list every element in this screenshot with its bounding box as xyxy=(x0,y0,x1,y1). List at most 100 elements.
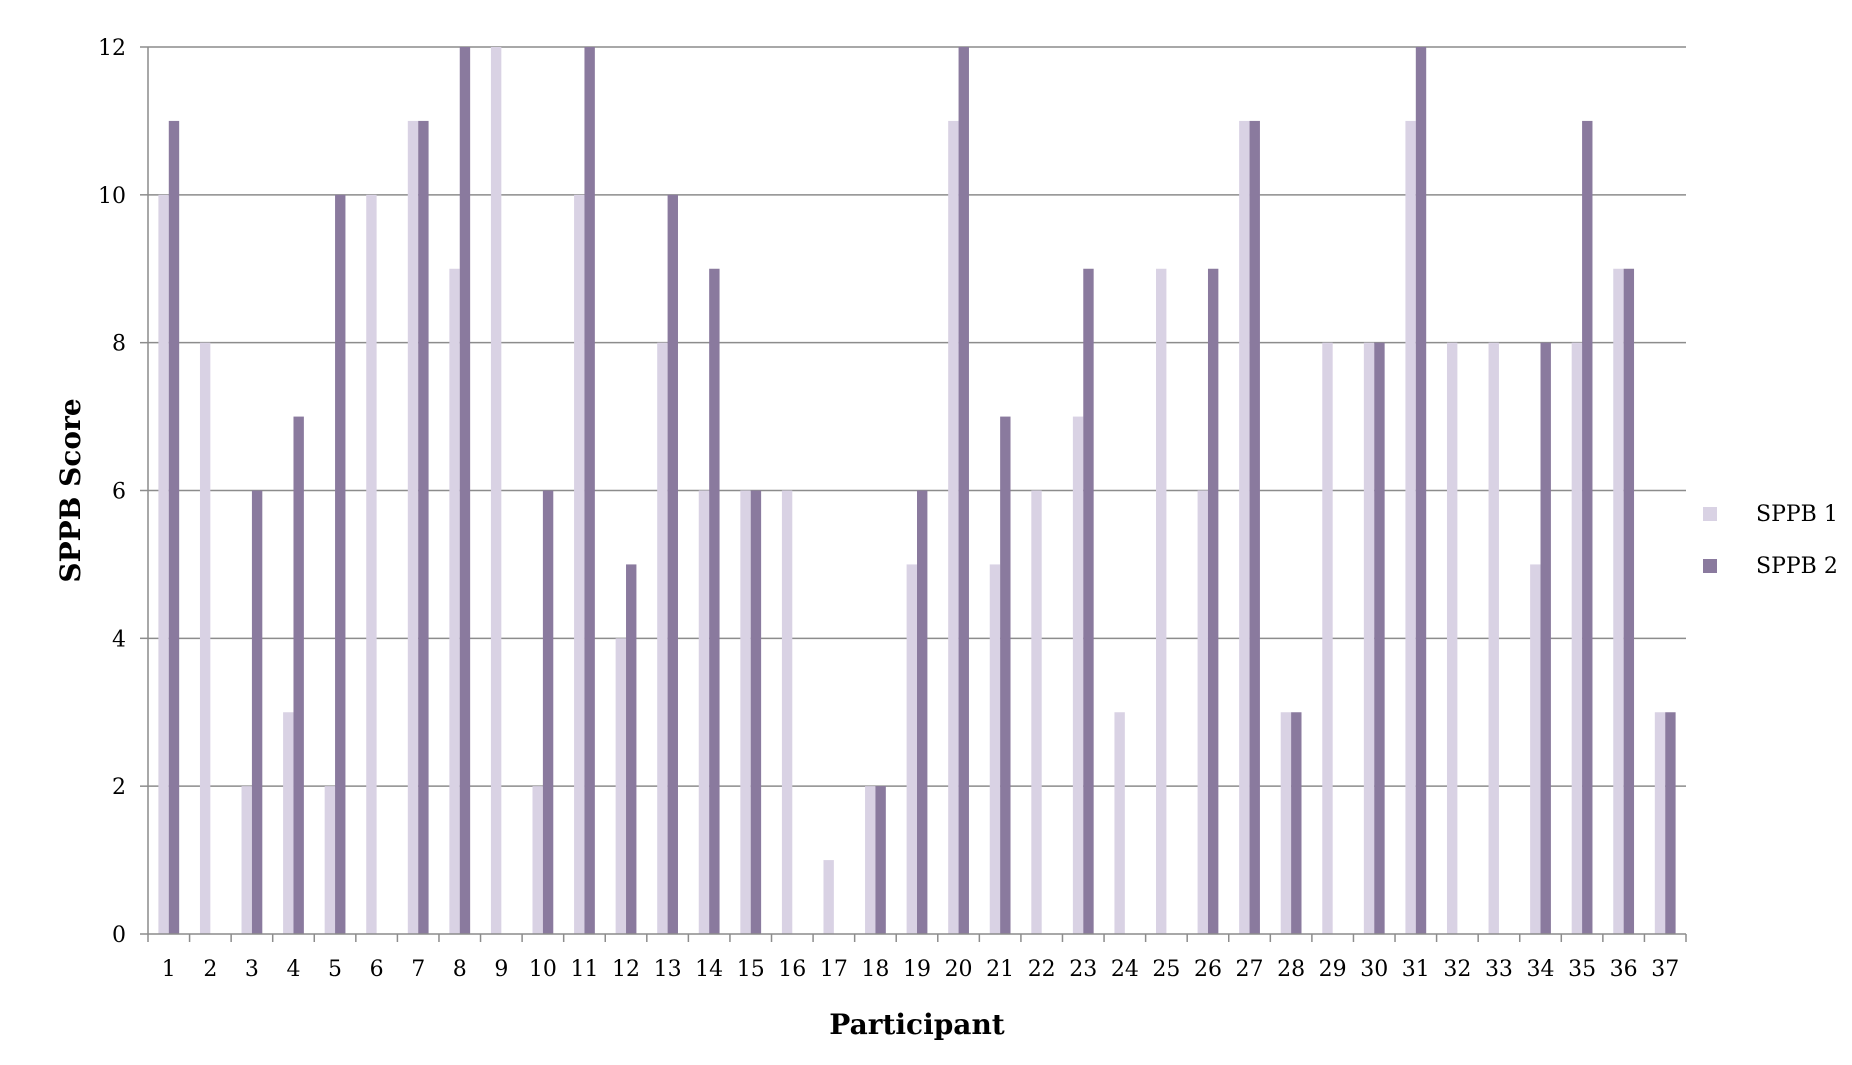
bar-1-20 xyxy=(948,120,959,934)
legend-label-2: SPPB 2 xyxy=(1756,554,1838,579)
x-tick-label-5: 5 xyxy=(328,957,342,982)
bar-1-34 xyxy=(1530,564,1541,934)
bar-1-21 xyxy=(989,564,1001,934)
bar-2-3 xyxy=(251,490,263,934)
legend-swatch-1 xyxy=(1703,507,1717,521)
x-tick-label-37: 37 xyxy=(1651,957,1679,982)
x-tick-label-35: 35 xyxy=(1568,957,1596,982)
x-tick-label-7: 7 xyxy=(411,957,425,982)
bar-2-27 xyxy=(1249,120,1260,934)
x-tick-label-15: 15 xyxy=(737,957,765,982)
x-tick-label-17: 17 xyxy=(820,957,848,982)
bar-2-23 xyxy=(1083,268,1094,934)
x-tick-label-23: 23 xyxy=(1069,957,1097,982)
x-tick-label-27: 27 xyxy=(1236,957,1264,982)
x-tick-label-3: 3 xyxy=(245,957,259,982)
y-tick-label-4: 4 xyxy=(112,627,126,652)
x-tick-label-31: 31 xyxy=(1402,957,1430,982)
bar-1-9 xyxy=(490,47,502,934)
y-tick-label-0: 0 xyxy=(112,923,126,948)
bar-1-18 xyxy=(865,786,876,934)
bar-2-31 xyxy=(1415,47,1427,934)
bar-1-17 xyxy=(823,860,834,934)
bar-2-21 xyxy=(1000,416,1011,934)
bar-1-15 xyxy=(740,490,751,934)
bar-2-28 xyxy=(1291,712,1302,934)
bar-1-14 xyxy=(698,490,710,934)
bar-2-7 xyxy=(418,120,429,934)
x-tick-labels: 1 2 3 4 5 6 7 8 9 10 11 12 13 14 15 16 17 18 19 20 21 22 23 24 2… xyxy=(162,957,1679,982)
bar-2-26 xyxy=(1207,268,1219,934)
bar-1-5 xyxy=(324,786,336,934)
bar-1-11 xyxy=(574,194,585,935)
bar-2-5 xyxy=(335,194,346,935)
y-tick-label-12: 12 xyxy=(98,36,126,61)
axes xyxy=(140,46,1687,942)
bar-2-18 xyxy=(875,786,886,934)
x-tick-label-19: 19 xyxy=(903,957,931,982)
x-tick-label-12: 12 xyxy=(612,957,640,982)
bar-1-3 xyxy=(241,786,252,934)
x-tick-label-24: 24 xyxy=(1111,957,1139,982)
bar-2-15 xyxy=(750,490,762,934)
bar-1-7 xyxy=(407,120,419,934)
bar-1-2 xyxy=(199,342,211,935)
legend: SPPB 1 SPPB 2 xyxy=(1703,502,1838,579)
x-tick-label-20: 20 xyxy=(945,957,973,982)
bar-2-1 xyxy=(168,120,180,934)
x-tick-label-8: 8 xyxy=(453,957,467,982)
y-tick-label-2: 2 xyxy=(112,775,126,800)
bar-2-35 xyxy=(1582,120,1593,934)
bar-2-20 xyxy=(958,47,969,934)
x-axis-title: Participant xyxy=(829,1008,1005,1041)
bar-1-35 xyxy=(1571,342,1583,935)
x-tick-label-2: 2 xyxy=(203,957,217,982)
bar-1-19 xyxy=(906,564,917,934)
bar-2-37 xyxy=(1665,712,1676,934)
x-tick-label-32: 32 xyxy=(1443,957,1471,982)
bar-1-37 xyxy=(1654,712,1666,934)
bars xyxy=(158,47,1676,935)
x-tick-label-28: 28 xyxy=(1277,957,1305,982)
x-tick-label-30: 30 xyxy=(1360,957,1388,982)
bar-1-26 xyxy=(1197,490,1208,934)
bar-1-1 xyxy=(158,194,169,935)
x-tick-label-6: 6 xyxy=(370,957,384,982)
x-tick-label-34: 34 xyxy=(1527,957,1555,982)
legend-label-1: SPPB 1 xyxy=(1756,502,1838,527)
bar-1-28 xyxy=(1280,712,1292,934)
y-axis-title: SPPB Score xyxy=(54,398,87,582)
x-tick-label-21: 21 xyxy=(986,957,1014,982)
x-tick-label-10: 10 xyxy=(529,957,557,982)
bar-1-29 xyxy=(1322,342,1333,935)
x-tick-label-9: 9 xyxy=(494,957,508,982)
y-tick-label-10: 10 xyxy=(98,184,126,209)
x-tick-label-26: 26 xyxy=(1194,957,1222,982)
bar-2-34 xyxy=(1540,342,1551,935)
bar-2-12 xyxy=(626,564,637,934)
x-tick-label-4: 4 xyxy=(286,957,300,982)
bar-2-36 xyxy=(1623,268,1635,934)
x-tick-label-18: 18 xyxy=(861,957,889,982)
bar-1-31 xyxy=(1405,120,1416,934)
bar-1-10 xyxy=(532,786,543,934)
bar-2-11 xyxy=(584,47,595,934)
bar-2-19 xyxy=(917,490,928,934)
bar-1-30 xyxy=(1363,342,1375,935)
bar-1-12 xyxy=(615,638,627,934)
x-tick-label-25: 25 xyxy=(1152,957,1180,982)
x-tick-label-13: 13 xyxy=(654,957,682,982)
bar-1-27 xyxy=(1239,120,1250,934)
x-tick-label-16: 16 xyxy=(778,957,806,982)
bar-1-16 xyxy=(781,490,793,934)
x-tick-label-22: 22 xyxy=(1028,957,1056,982)
x-tick-label-11: 11 xyxy=(570,957,598,982)
x-tick-label-14: 14 xyxy=(695,957,723,982)
x-tick-label-36: 36 xyxy=(1610,957,1638,982)
bar-2-14 xyxy=(709,268,720,934)
bar-1-23 xyxy=(1072,416,1084,934)
bar-1-22 xyxy=(1031,490,1042,934)
bar-2-4 xyxy=(293,416,304,934)
x-tick-label-1: 1 xyxy=(162,957,176,982)
